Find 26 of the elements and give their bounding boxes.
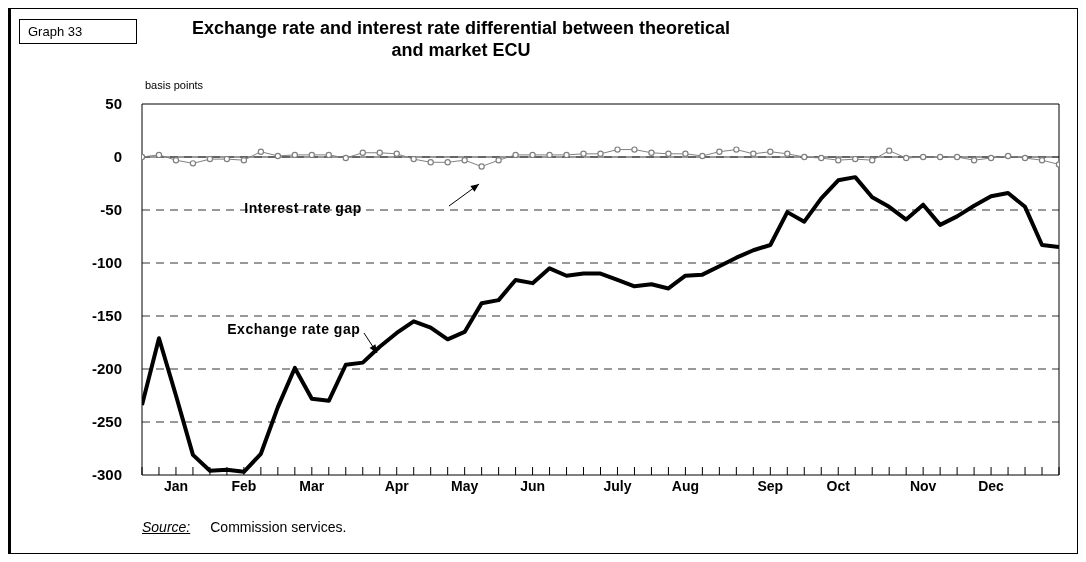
- y-axis-title: basis points: [145, 79, 204, 91]
- x-tick-label: Oct: [826, 477, 851, 494]
- y-tick-label: 0: [113, 148, 122, 166]
- x-tick-label: May: [451, 477, 479, 494]
- x-tick-label: Dec: [978, 477, 1005, 494]
- text: Interest rate gap: [244, 200, 362, 217]
- y-tick-label: -50: [100, 201, 122, 219]
- x-tick-label: Nov: [909, 477, 937, 494]
- x-tick-label: Mar: [299, 477, 325, 494]
- x-tick-label: Sep: [757, 477, 784, 494]
- y-tick-label: -250: [91, 413, 122, 431]
- y-tick-label: -150: [91, 307, 122, 325]
- x-tick-label: Jun: [520, 477, 546, 494]
- x-tick-label: Feb: [231, 477, 257, 494]
- text: Source: Commission services.: [142, 519, 347, 535]
- chart-title: Exchange rate and interest rate differential between theoretical and market ECU: [190, 17, 732, 61]
- y-tick-label: -200: [91, 360, 122, 378]
- y-tick-label: -300: [91, 466, 122, 484]
- x-tick-label: Aug: [671, 477, 700, 494]
- x-tick-label: Apr: [384, 477, 410, 494]
- y-tick-label: -100: [91, 254, 122, 272]
- x-tick-label: Jan: [163, 477, 189, 494]
- y-tick-label: 50: [105, 95, 122, 113]
- x-tick-label: July: [603, 477, 632, 494]
- caption: Graph 33: [19, 19, 137, 44]
- series-label: Exchange rate gap: [227, 321, 361, 338]
